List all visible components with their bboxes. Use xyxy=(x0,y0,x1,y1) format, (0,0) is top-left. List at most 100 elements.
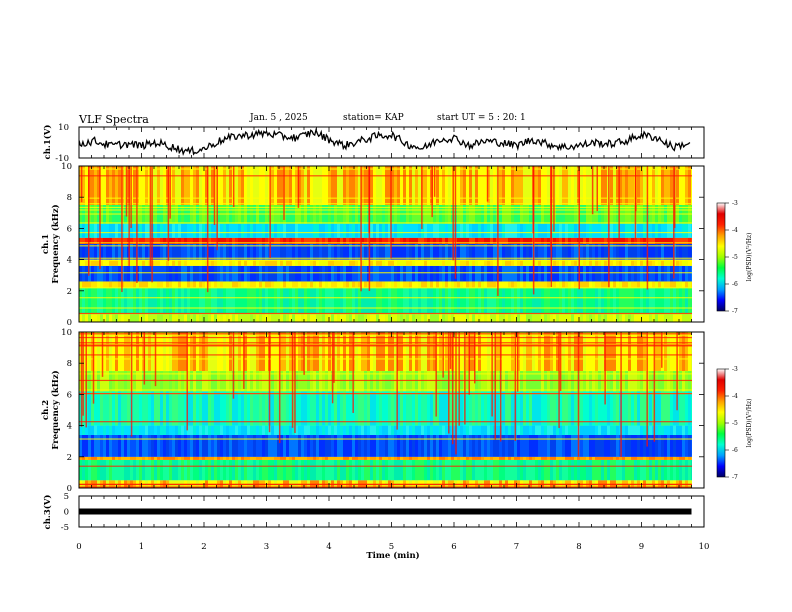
ch2-spectrogram-streak xyxy=(502,459,505,481)
ch2-spectrogram-streak xyxy=(688,391,691,426)
ch2-spectrogram-streak xyxy=(367,425,370,435)
ch2-spectrogram-streak xyxy=(238,434,241,457)
ch2-spectrogram-streak xyxy=(220,459,223,481)
ch1-spectrogram-streak xyxy=(529,244,532,260)
ch2-spectrogram-streak xyxy=(112,425,115,435)
ch1-spectrogram-streak xyxy=(424,223,427,238)
ch2-spectrogram-streak xyxy=(352,456,355,460)
ch1-spectrogram-streak xyxy=(568,265,571,282)
ch1-spectrogram-streak xyxy=(439,244,442,260)
ch2-spectrogram-streak xyxy=(475,456,478,460)
ch1-spectrogram-streak xyxy=(472,237,475,244)
ch2-spectrogram-streak xyxy=(529,425,532,435)
ch2-spectrogram-streak xyxy=(103,332,106,371)
ch1-spectrogram-streak xyxy=(514,259,517,266)
ch1-spectrogram-streak xyxy=(610,237,613,244)
ch2-spectrogram-streak xyxy=(466,332,469,371)
ch1-spectrogram-streak xyxy=(676,166,679,205)
ch1-spectrogram-streak xyxy=(250,287,253,315)
ch1-spectrogram-streak xyxy=(223,281,226,288)
ch2-spectrogram-streak xyxy=(391,425,394,435)
ch1-spectrogram-streak xyxy=(538,265,541,282)
ch1-spectrogram-streak xyxy=(337,265,340,282)
ch2-spectrogram-streak xyxy=(673,459,676,481)
ch2-spectrogram-streak xyxy=(340,456,343,460)
ch2-spectrogram-line xyxy=(79,358,704,360)
ch1-spectrogram-streak xyxy=(286,166,289,205)
ch2-spectrogram-streak xyxy=(91,371,94,392)
ch2-spectrogram-streak xyxy=(505,434,508,457)
ch1-spectrogram-streak xyxy=(79,281,82,288)
ch2-spectrogram-streak xyxy=(460,425,463,435)
ch2-spectrogram-streak xyxy=(586,391,589,426)
ch1-spectrogram-streak xyxy=(439,265,442,282)
ch2-spectrogram-streak xyxy=(184,332,187,371)
ch1-spectrogram-streak xyxy=(358,287,361,315)
ch2-spectrogram-streak xyxy=(208,425,211,435)
ch2-spectrogram-streak xyxy=(322,371,325,392)
ch1-spectrogram-streak xyxy=(625,237,628,244)
ch2-spectrogram-streak xyxy=(526,456,529,460)
ch1-spectrogram-streak xyxy=(235,244,238,260)
ch1-spectrogram-streak xyxy=(580,166,583,205)
ch1-spectrogram-sferic xyxy=(608,166,610,288)
ch1-spectrogram-streak xyxy=(148,244,151,260)
ch1-spectrogram-streak xyxy=(604,244,607,260)
ch2-spectrogram-streak xyxy=(235,459,238,481)
ch2-spectrogram-streak xyxy=(448,459,451,481)
ch2-spectrogram-streak xyxy=(379,332,382,371)
ch1-spectrogram-streak xyxy=(613,223,616,238)
ch2-spectrogram-streak xyxy=(595,425,598,435)
ch2-spectrogram-streak xyxy=(280,456,283,460)
ch1-spectrogram-streak xyxy=(118,265,121,282)
ch2-spectrogram-streak xyxy=(610,456,613,460)
ch2-spectrogram-sferic xyxy=(101,332,104,377)
ch1-spectrogram-streak xyxy=(406,281,409,288)
ch2-spectrogram-streak xyxy=(142,371,145,392)
ch2-spectrogram-streak xyxy=(85,459,88,481)
ch2-spectrogram-streak xyxy=(628,371,631,392)
ch2-spectrogram-streak xyxy=(184,434,187,457)
ch2-spectrogram-streak xyxy=(154,456,157,460)
ch2-spectrogram-streak xyxy=(142,456,145,460)
ch1-spectrogram-streak xyxy=(448,314,451,322)
ch2-spectrogram-sferic xyxy=(491,332,493,417)
ch2-spectrogram-streak xyxy=(151,456,154,460)
ch2-spectrogram-streak xyxy=(121,425,124,435)
ch1-spectrogram-streak xyxy=(592,287,595,315)
ch1-spectrogram-streak xyxy=(148,237,151,244)
ch1-spectrogram-streak xyxy=(409,287,412,315)
ch2-spectrogram-streak xyxy=(370,456,373,460)
ch1-spectrogram-streak xyxy=(97,281,100,288)
ch2-spectrogram-streak xyxy=(154,434,157,457)
ch1-spectrogram-streak xyxy=(163,237,166,244)
ch2-spectrogram-streak xyxy=(439,459,442,481)
ch1-spectrogram-streak xyxy=(328,166,331,205)
ch2-spectrogram-streak xyxy=(382,371,385,392)
ch2-spectrogram-streak xyxy=(343,391,346,426)
ch2-spectrogram-streak xyxy=(376,332,379,371)
ch2-spectrogram-streak xyxy=(445,332,448,371)
ch2-spectrogram-streak xyxy=(679,459,682,481)
ch2-spectrogram-streak xyxy=(457,425,460,435)
ch1-spectrogram-streak xyxy=(97,244,100,260)
ch1-spectrogram-streak xyxy=(460,166,463,205)
ch1-spectrogram-streak xyxy=(610,223,613,238)
ch2-spectrogram-streak xyxy=(385,434,388,457)
ch2-spectrogram-streak xyxy=(484,459,487,481)
ch2-spectrogram-streak xyxy=(424,459,427,481)
ch1-spectrogram-streak xyxy=(442,166,445,205)
ch1-spectrogram-streak xyxy=(142,259,145,266)
ch1-spectrogram-streak xyxy=(652,244,655,260)
ch1-spectrogram-streak xyxy=(460,244,463,260)
ch1-spectrogram-streak xyxy=(418,223,421,238)
ch2-spectrogram-streak xyxy=(253,434,256,457)
ch2-spectrogram-streak xyxy=(685,332,688,371)
ch1-spectrogram-streak xyxy=(175,223,178,238)
ch1-spectrogram-streak xyxy=(427,265,430,282)
ch1-spectrogram-streak xyxy=(238,287,241,315)
ch1-spectrogram-streak xyxy=(160,244,163,260)
ch1-spectrogram-streak xyxy=(604,281,607,288)
ch1-spectrogram-streak xyxy=(85,244,88,260)
ch1-spectrogram-streak xyxy=(337,281,340,288)
